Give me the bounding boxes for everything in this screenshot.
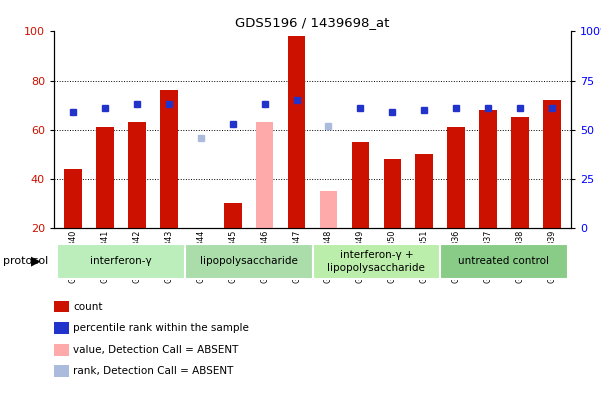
Bar xyxy=(64,169,82,228)
Text: ▶: ▶ xyxy=(31,255,41,268)
Text: interferon-γ +
lipopolysaccharide: interferon-γ + lipopolysaccharide xyxy=(328,250,426,272)
Bar xyxy=(128,122,146,228)
Text: protocol: protocol xyxy=(3,256,48,266)
Bar xyxy=(447,127,465,228)
Bar xyxy=(256,122,273,228)
Bar xyxy=(352,142,369,228)
Bar xyxy=(479,110,497,228)
Text: count: count xyxy=(73,301,103,312)
Bar xyxy=(415,154,433,228)
Text: interferon-γ: interferon-γ xyxy=(90,256,152,266)
Bar xyxy=(313,244,440,279)
Text: untreated control: untreated control xyxy=(459,256,549,266)
Text: lipopolysaccharide: lipopolysaccharide xyxy=(200,256,297,266)
Bar xyxy=(160,90,178,228)
Bar xyxy=(440,244,568,279)
Bar xyxy=(320,191,337,228)
Text: rank, Detection Call = ABSENT: rank, Detection Call = ABSENT xyxy=(73,366,234,376)
Bar xyxy=(383,159,401,228)
Bar xyxy=(96,127,114,228)
Bar xyxy=(57,244,185,279)
Text: percentile rank within the sample: percentile rank within the sample xyxy=(73,323,249,333)
Bar xyxy=(288,37,305,228)
Title: GDS5196 / 1439698_at: GDS5196 / 1439698_at xyxy=(236,16,389,29)
Bar xyxy=(185,244,313,279)
Bar xyxy=(543,100,561,228)
Text: value, Detection Call = ABSENT: value, Detection Call = ABSENT xyxy=(73,345,239,355)
Bar xyxy=(224,204,242,228)
Bar xyxy=(511,118,529,228)
